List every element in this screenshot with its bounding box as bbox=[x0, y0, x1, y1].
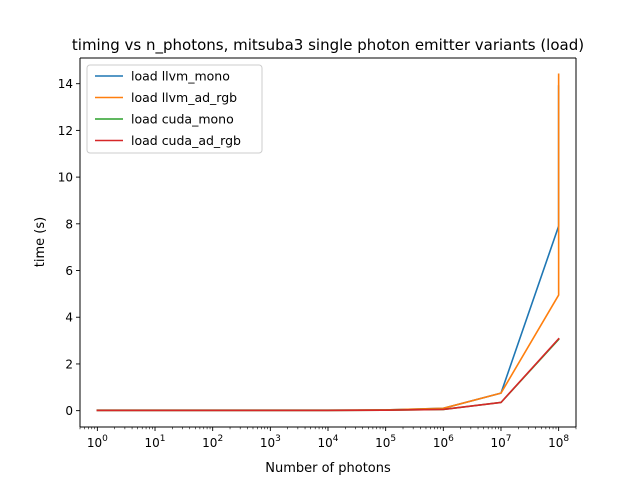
y-tick-label-2: 4 bbox=[65, 311, 73, 325]
y-tick-label-5: 10 bbox=[58, 171, 73, 185]
y-tick-label-3: 6 bbox=[65, 264, 73, 278]
y-tick-label-1: 2 bbox=[65, 357, 73, 371]
x-tick-label-8: 108 bbox=[548, 434, 569, 450]
legend-box bbox=[86, 64, 263, 154]
x-tick-label-5: 105 bbox=[375, 434, 396, 450]
x-tick-label-7: 107 bbox=[490, 434, 511, 450]
x-tick-label-2: 102 bbox=[202, 434, 223, 450]
y-axis: 0 2 4 6 8 10 12 14 bbox=[58, 77, 80, 418]
x-tick-label-3: 103 bbox=[260, 434, 281, 450]
x-tick-label-4: 104 bbox=[317, 434, 338, 450]
x-axis: 100 101 102 103 104 105 106 107 108 bbox=[79, 427, 577, 450]
legend-label-0: load llvm_mono bbox=[131, 69, 230, 84]
y-tick-label-7: 14 bbox=[58, 77, 73, 91]
y-tick-label-0: 0 bbox=[65, 404, 73, 418]
series-layer bbox=[96, 73, 560, 412]
x-axis-label: Number of photons bbox=[265, 461, 391, 476]
y-axis-label: time (s) bbox=[33, 217, 48, 267]
legend-label-2: load cuda_mono bbox=[131, 112, 234, 127]
x-tick-label-1: 101 bbox=[145, 434, 166, 450]
x-tick-label-6: 106 bbox=[433, 434, 454, 450]
y-tick-label-4: 8 bbox=[65, 217, 73, 231]
legend-label-3: load cuda_ad_rgb bbox=[131, 133, 241, 148]
y-tick-label-6: 12 bbox=[58, 124, 73, 138]
legend-label-1: load llvm_ad_rgb bbox=[131, 90, 237, 105]
chart-title: timing vs n_photons, mitsuba3 single pho… bbox=[72, 36, 584, 55]
x-tick-label-0: 100 bbox=[87, 434, 108, 450]
series-line-3 bbox=[96, 337, 560, 412]
